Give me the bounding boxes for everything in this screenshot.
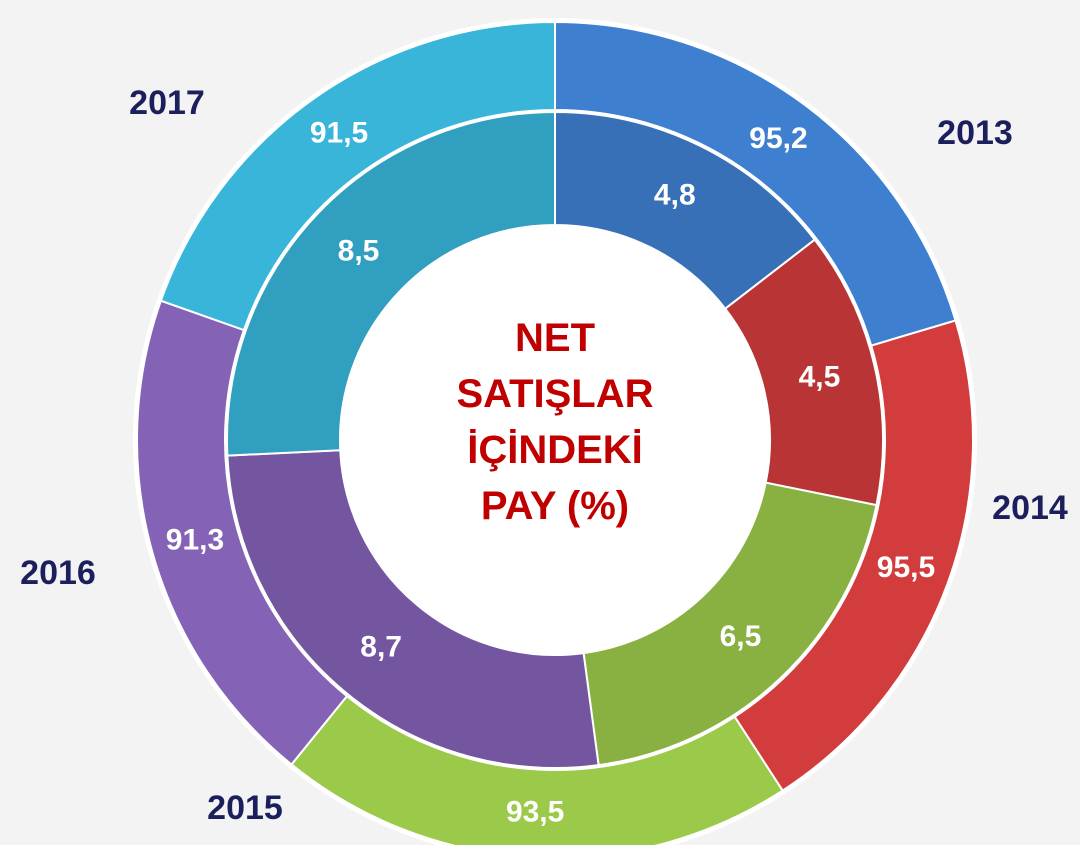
category-label: 2017 (129, 84, 205, 122)
value-label: 4,8 (654, 178, 696, 211)
value-label: 6,5 (720, 620, 762, 653)
ring-segment (159, 20, 556, 332)
value-label: 8,5 (338, 235, 380, 268)
value-label: 91,3 (166, 523, 224, 556)
ring-segment (226, 110, 556, 457)
value-label: 8,7 (360, 630, 402, 663)
category-label: 2016 (20, 554, 96, 592)
category-label: 2014 (992, 489, 1068, 527)
value-label: 4,5 (799, 360, 841, 393)
ring-segment (582, 481, 878, 767)
chart-title: NET SATIŞLAR İÇİNDEKİ PAY (%) (456, 316, 654, 528)
value-label: 91,5 (310, 117, 368, 150)
ring-segment (226, 449, 600, 769)
category-label: 2015 (207, 789, 283, 827)
value-label: 95,2 (749, 122, 807, 155)
value-label: 95,5 (877, 551, 935, 584)
value-label: 93,5 (506, 795, 564, 828)
category-label: 2013 (937, 114, 1013, 152)
